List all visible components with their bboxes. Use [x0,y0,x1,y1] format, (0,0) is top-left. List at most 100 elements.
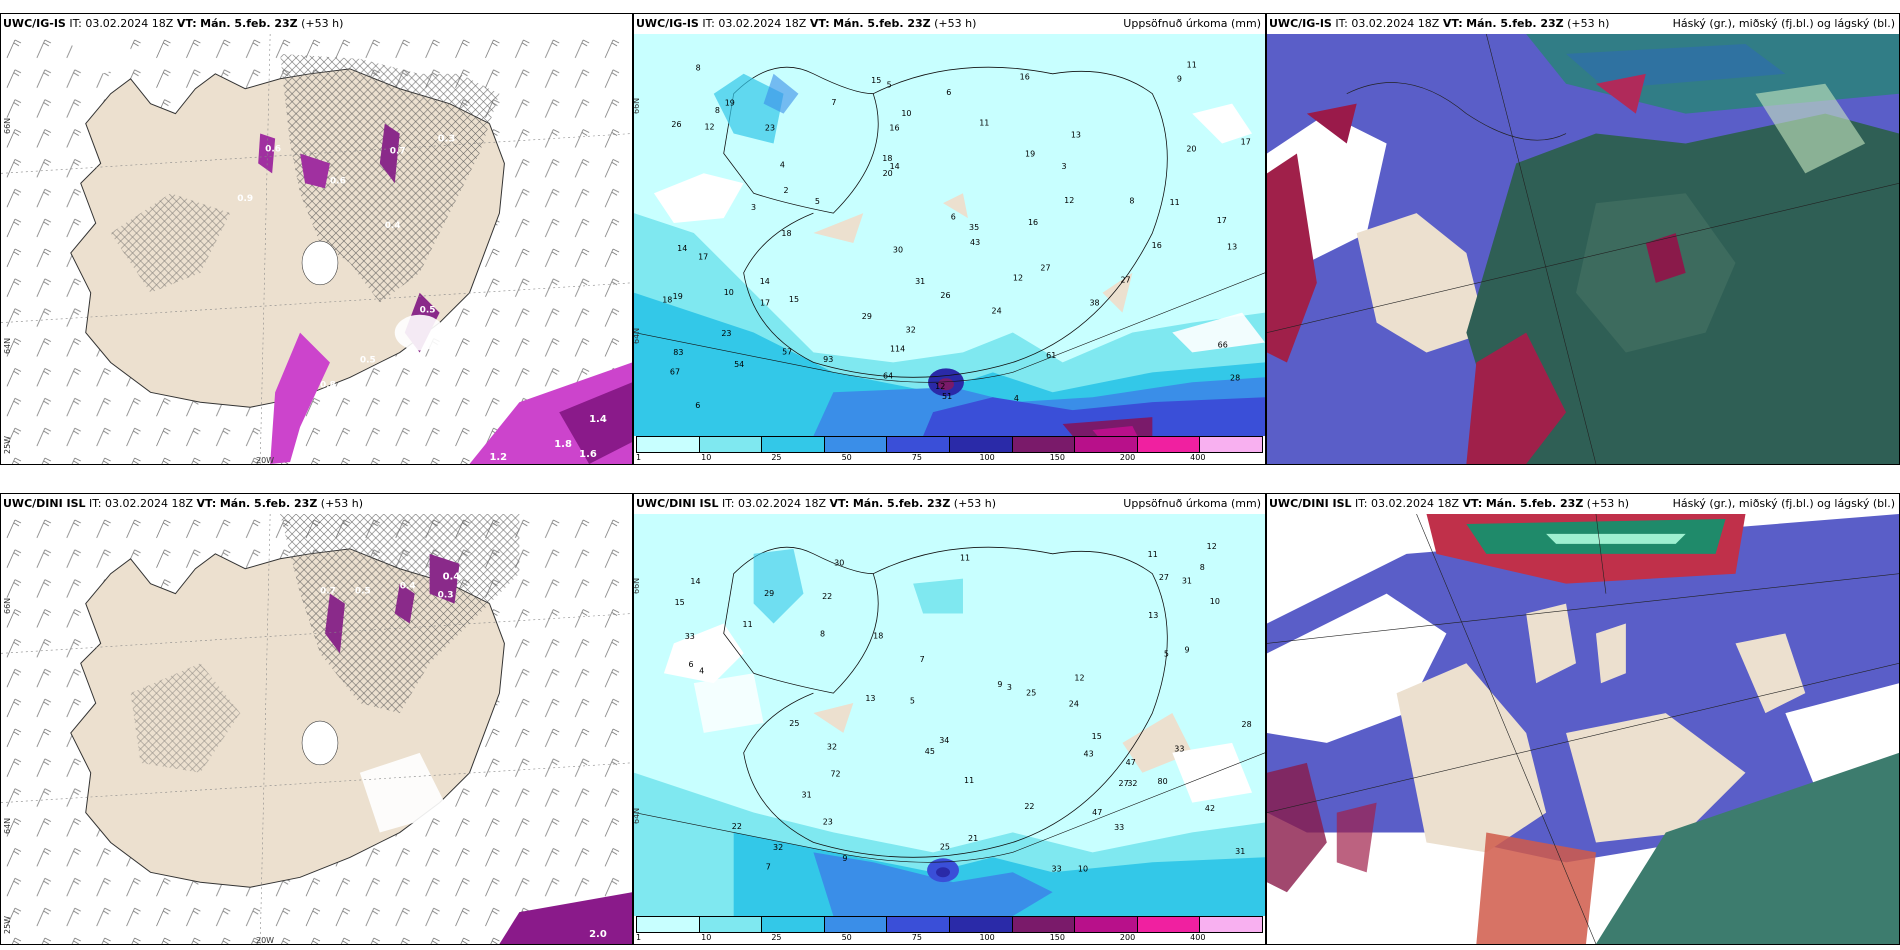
colorbar-tick: 10 [701,933,712,942]
precip-value-label: 4 [780,161,785,170]
panel-bottom-left: UWC/DINI ISL IT: 03.02.2024 18Z VT: Mán.… [0,493,633,945]
precip-value-label: 14 [677,244,687,253]
lat-label-64n: 64N [633,327,641,344]
precip-value-label: 13 [865,694,875,703]
colorbar-swatch [824,437,888,452]
precip-value-label: 23 [721,329,731,338]
precip-value-label: 8 [1200,563,1205,572]
precip-value-label: 2 [784,186,789,195]
precip-value-label: 15 [675,598,685,607]
precip-value-label: 31 [915,277,925,286]
panel-title: UWC/IG-IS IT: 03.02.2024 18Z VT: Mán. 5.… [1269,17,1895,30]
svg-text:1.2: 1.2 [489,452,507,463]
precip-value-label: 28 [1230,373,1240,382]
precip-value-label: 6 [951,212,956,221]
precip-value-label: 23 [765,124,775,133]
precip-value-label: 4 [1014,394,1019,403]
precip-value-label: 25 [1026,689,1036,698]
precip-value-label: 30 [893,245,903,254]
svg-text:0.4: 0.4 [443,572,461,583]
precip-value-label: 3 [1062,162,1067,171]
svg-text:0.7: 0.7 [330,385,346,395]
precip-value-label: 6 [695,401,700,410]
precip-value-label: 12 [1064,196,1074,205]
precip-value-label: 7 [831,98,836,107]
precip-value-label: 17 [698,252,708,261]
precip-value-label: 27 [1119,779,1129,788]
precip-value-label: 9 [1185,645,1190,654]
colorbar-tick: 400 [1190,933,1206,942]
precip-value-label: 18 [662,296,672,305]
precip-value-label: 17 [1241,138,1251,147]
precip-value-label: 15 [789,295,799,304]
precip-value-label: 45 [925,747,935,756]
lat-label-66n: 66N [633,97,641,114]
svg-text:0.6: 0.6 [330,176,346,186]
precip-value-label: 11 [979,118,989,127]
precip-value-label: 20 [883,169,893,178]
precip-value-label: 29 [764,589,774,598]
precip-value-label: 54 [734,360,744,369]
precip-value-label: 13 [1148,611,1158,620]
precip-value-label: 10 [1078,864,1088,873]
colorbar-swatch [1012,437,1076,452]
precip-value-label: 3 [751,203,756,212]
precip-value-label: 3 [1007,683,1012,692]
colorbar-swatch [887,917,950,932]
precip-value-label: 6 [946,88,951,97]
precip-value-label: 8 [1129,196,1134,205]
svg-text:2.0: 2.0 [589,929,607,940]
precip-value-label: 22 [1024,802,1034,811]
precip-value-label: 14 [760,277,770,286]
precip-value-label: 21 [968,834,978,843]
precip-value-label: 47 [1092,808,1102,817]
wind-snow-map: 0.4 0.3 0.4 0.5 0.7 2.0 [1,514,632,944]
colorbar-tick: 1 [636,453,642,462]
precip-value-label: 93 [823,355,833,364]
precip-value-label: 15 [871,76,881,85]
precip-value-label: 42 [1205,804,1215,813]
precip-value-label: 43 [1084,750,1094,759]
precip-value-label: 61 [1046,351,1056,360]
panel-top-left: UWC/IG-IS IT: 03.02.2024 18Z VT: Mán. 5.… [0,13,633,465]
colorbar-swatch [699,917,763,932]
lon-label-25w: 25W [3,915,12,934]
panel-top-right: UWC/IG-IS IT: 03.02.2024 18Z VT: Mán. 5.… [1266,13,1900,465]
precip-value-label: 33 [685,632,695,641]
colorbar-swatch [637,917,700,932]
precip-value-label: 13 [1071,131,1081,140]
colorbar-swatch [762,437,825,452]
panel-subtitle: Uppsöfnuð úrkoma (mm) [1123,17,1261,30]
precip-value-label: 33 [1174,745,1184,754]
precip-value-label: 25 [789,719,799,728]
colorbar-tick: 200 [1119,453,1136,462]
precip-value-label: 31 [1182,577,1192,586]
precip-value-label: 43 [970,238,980,247]
precip-value-label: 12 [1074,674,1084,683]
precip-map: 9 8 11 15 16 19 5 6 8 7 26 23 10 11 13 12 16 17 19 20 18 20 14… [634,34,1265,436]
precip-value-label: 5 [1164,649,1169,658]
colorbar-swatch [1200,917,1262,932]
colorbar-swatch [762,917,825,932]
precip-value-label: 14 [690,577,700,586]
precip-value-label: 11 [1187,60,1197,69]
precip-value-label: 11 [1148,550,1158,559]
colorbar-swatch [699,437,763,452]
svg-text:0.5: 0.5 [360,355,376,365]
precip-value-label: 9 [997,680,1002,689]
precip-value-label: 10 [724,288,734,297]
lon-label-20w: 20W [256,936,275,945]
lat-label-64n: 64N [633,807,641,824]
colorbar-swatch [637,437,700,452]
panel-bottom-right: UWC/DINI ISL IT: 03.02.2024 18Z VT: Mán.… [1266,493,1900,945]
colorbar-swatch [1012,917,1076,932]
precip-value-label: 38 [1089,299,1099,308]
colorbar-tick: 25 [771,933,782,942]
svg-text:0.4: 0.4 [385,221,401,231]
precip-value-label: 12 [704,123,714,132]
precip-value-label: 12 [1013,273,1023,282]
precip-value-label: 9 [1177,74,1182,83]
precip-value-label: 11 [743,620,753,629]
panel-title: UWC/DINI ISL IT: 03.02.2024 18Z VT: Mán.… [636,497,1261,510]
svg-text:1.4: 1.4 [589,414,607,425]
